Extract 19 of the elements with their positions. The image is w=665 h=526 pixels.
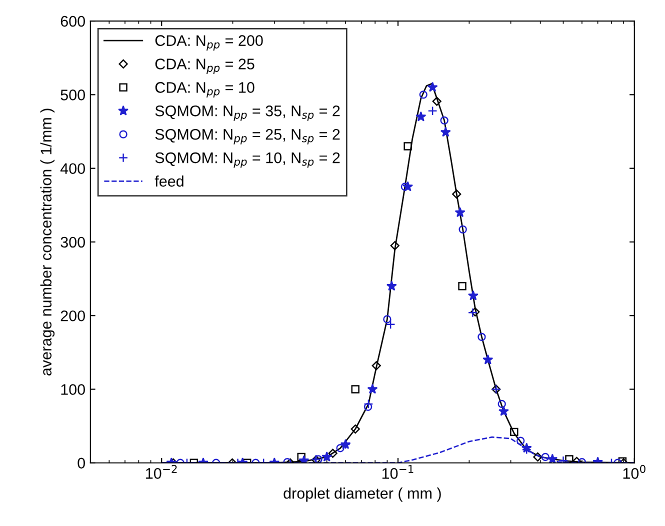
legend-label: CDA: N$_{pp}$ = 25 — [155, 58, 254, 74]
y-axis-title: average number concentration ( 1/mm ) — [40, 108, 55, 376]
x-axis-title: droplet diameter ( mm ) — [284, 488, 441, 502]
y-tick-label: 100 — [61, 384, 85, 395]
y-tick-label: 200 — [60, 310, 85, 322]
y-tick-label: 500 — [60, 90, 85, 100]
y-tick-label: 0 — [78, 458, 85, 469]
x-tick-label: 10$^{−1}$ — [382, 465, 414, 479]
x-tick-label: 10$^{0}$ — [623, 464, 646, 479]
x-tick-label: 10$^{−2}$ — [146, 464, 177, 479]
legend-label: feed — [154, 175, 184, 187]
y-tick-label: 300 — [60, 236, 85, 248]
legend-label: SQMOM: N$_{pp}$ = 10, N$_{sp}$ = 2 — [155, 152, 340, 168]
legend-label: SQMOM: N$_{pp}$ = 35, N$_{sp}$ = 2 — [155, 106, 340, 121]
y-tick-label: 400 — [60, 163, 85, 174]
legend-label: CDA: N$_{pp}$ = 200 — [155, 35, 263, 51]
legend-label: SQMOM: N$_{pp}$ = 25, N$_{sp}$ = 2 — [155, 128, 340, 144]
legend-label: CDA: N$_{pp}$ = 10 — [155, 82, 254, 98]
y-tick-label: 600 — [60, 16, 85, 27]
